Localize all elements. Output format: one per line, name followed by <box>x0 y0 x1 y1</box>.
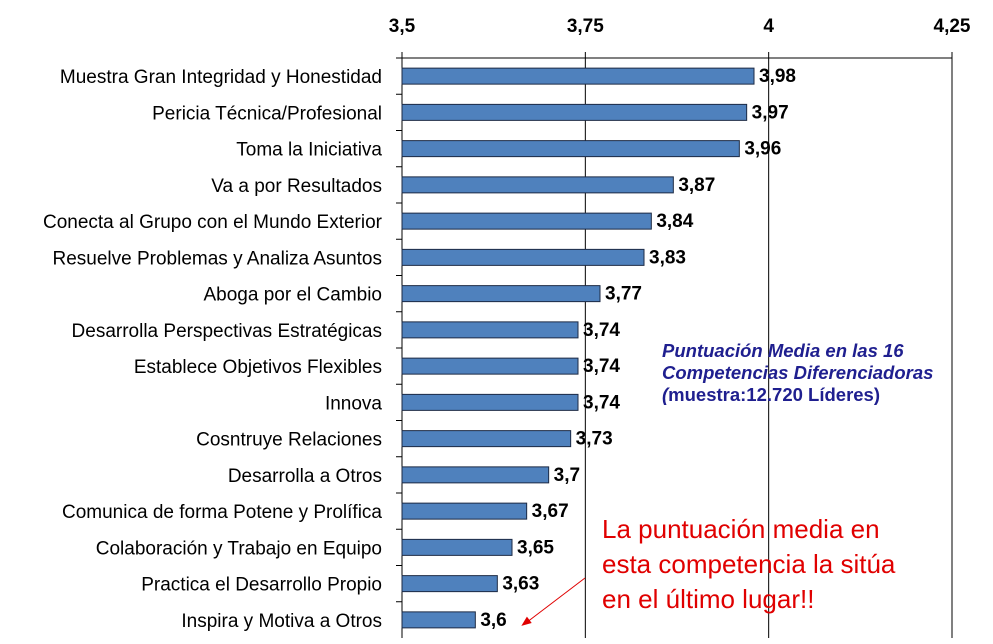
x-tick-label: 4,25 <box>934 16 971 37</box>
bar <box>401 393 579 411</box>
value-label: 3,74 <box>583 356 620 377</box>
bar <box>401 321 579 339</box>
value-label: 3,77 <box>605 284 642 305</box>
bar <box>401 103 748 121</box>
category-label: Desarrolla a Otros <box>228 466 382 487</box>
bar <box>401 212 652 230</box>
note-line-3-text: muestra:12.720 Líderes) <box>668 384 881 405</box>
category-label: Colaboración y Trabajo en Equipo <box>96 538 382 559</box>
bar <box>401 357 579 375</box>
value-label: 3,6 <box>480 610 506 631</box>
category-label: Toma la Iniciativa <box>236 140 382 161</box>
value-label: 3,7 <box>554 465 580 486</box>
chart-note: Puntuación Media en las 16 Competencias … <box>662 340 992 406</box>
value-label: 3,63 <box>502 574 539 595</box>
category-label: Muestra Gran Integridad y Honestidad <box>60 67 382 88</box>
category-label: Aboga por el Cambio <box>204 285 383 306</box>
category-label: Practica el Desarrollo Propio <box>141 575 382 596</box>
x-tick-label: 3,5 <box>389 16 416 37</box>
category-label: Comunica de forma Potene y Prolífica <box>62 502 382 523</box>
value-label: 3,87 <box>678 175 715 196</box>
callout-arrowhead <box>521 616 532 626</box>
bar <box>401 502 528 520</box>
value-label: 3,73 <box>576 429 613 450</box>
value-label: 3,96 <box>744 139 781 160</box>
category-label: Establece Objetivos Flexibles <box>134 357 382 378</box>
note-paren: ( <box>662 384 669 405</box>
bar <box>401 140 740 158</box>
bar <box>401 176 674 194</box>
bar <box>401 430 572 448</box>
value-label: 3,83 <box>649 247 686 268</box>
value-label: 3,97 <box>752 102 789 123</box>
category-label: Inspira y Motiva a Otros <box>181 611 382 632</box>
note-line-1: Puntuación Media en las 16 <box>662 340 904 361</box>
category-label: Pericia Técnica/Profesional <box>152 103 382 124</box>
x-tick-label: 3,75 <box>567 16 604 37</box>
bar <box>401 611 476 629</box>
callout-line-2: esta competencia la sitúa <box>602 549 896 579</box>
bar <box>401 575 498 593</box>
value-label: 3,67 <box>532 501 569 522</box>
value-label: 3,74 <box>583 392 620 413</box>
category-label: Conecta al Grupo con el Mundo Exterior <box>43 212 383 233</box>
category-label: Innova <box>325 393 382 414</box>
bar <box>401 285 601 303</box>
bar <box>401 466 550 484</box>
note-line-2: Competencias Diferenciadoras <box>662 362 934 383</box>
value-label: 3,98 <box>759 66 796 87</box>
bar <box>401 248 645 266</box>
bar <box>401 538 513 556</box>
callout-line-3: en el último lugar!! <box>602 584 815 614</box>
note-line-3: (muestra:12.720 Líderes) <box>662 384 992 406</box>
x-tick-label: 4 <box>763 16 774 37</box>
callout-arrow-line <box>527 577 586 623</box>
value-label: 3,65 <box>517 537 554 558</box>
category-label: Resuelve Problemas y Analiza Asuntos <box>52 248 382 269</box>
category-label: Cosntruye Relaciones <box>196 430 382 451</box>
callout-line-1: La puntuación media en <box>602 514 880 544</box>
category-label: Va a por Resultados <box>211 176 382 197</box>
value-label: 3,84 <box>656 211 693 232</box>
category-label: Desarrolla Perspectivas Estratégicas <box>72 321 382 342</box>
value-label: 3,74 <box>583 320 620 341</box>
bar <box>401 67 755 85</box>
callout-annotation: La puntuación media en esta competencia … <box>602 512 987 617</box>
